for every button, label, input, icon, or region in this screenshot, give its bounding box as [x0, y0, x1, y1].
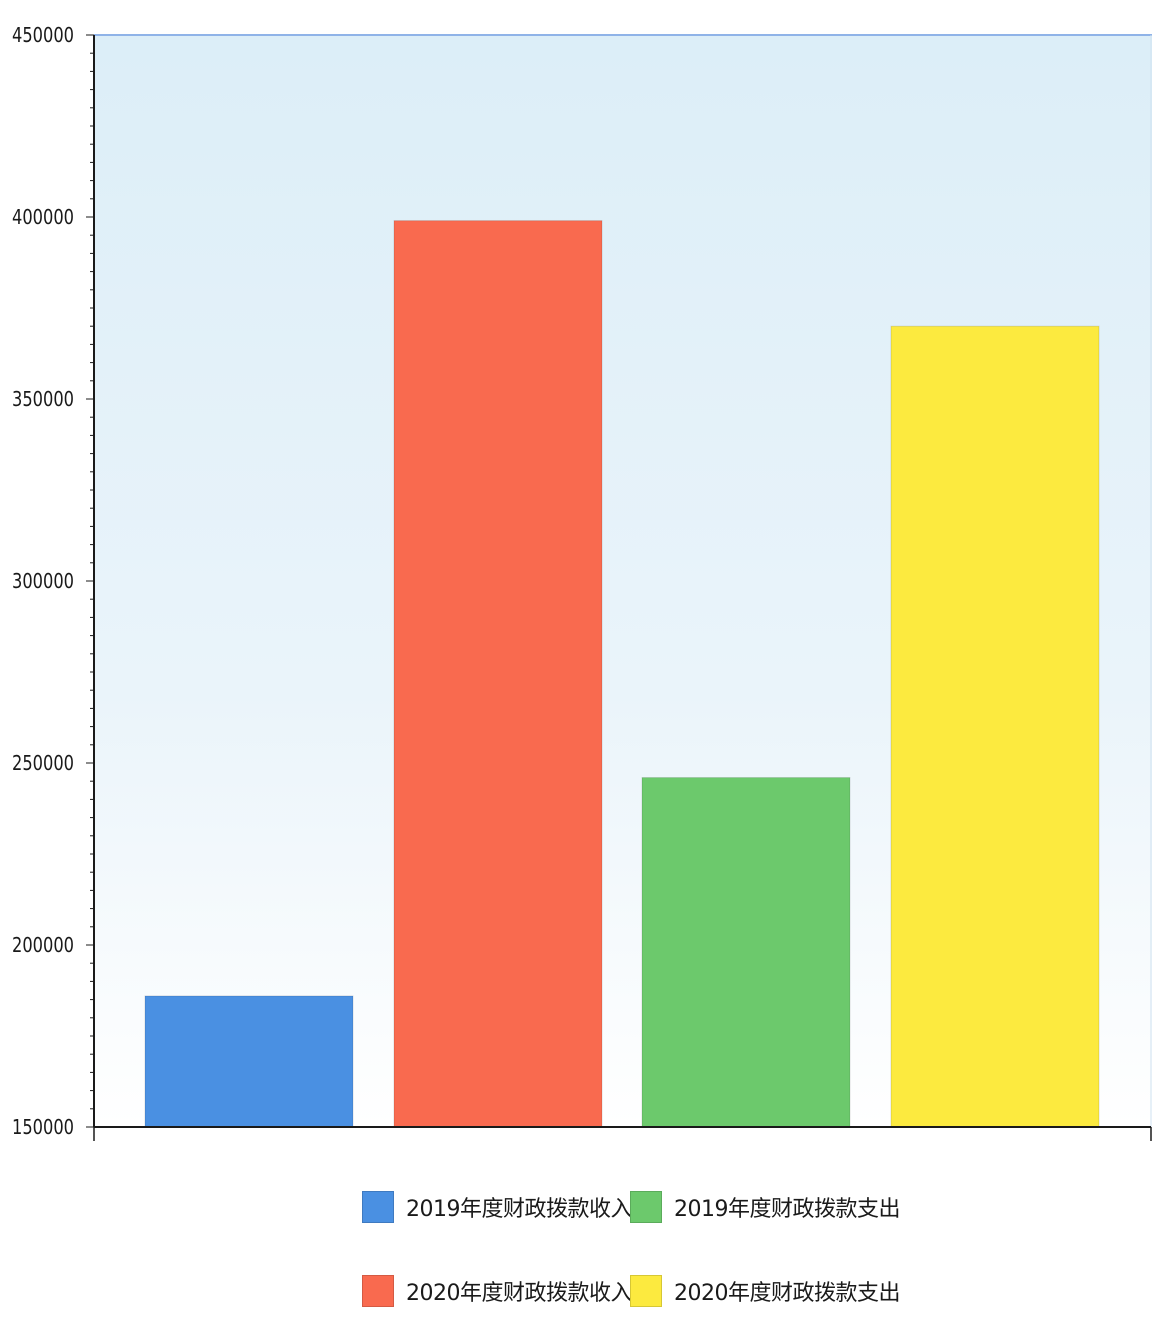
legend-item: 2019年度财政拨款收入 — [362, 1190, 633, 1224]
y-tick-label: 200000 — [12, 933, 74, 957]
y-tick-label: 400000 — [12, 205, 74, 229]
bar-1 — [144, 995, 354, 1128]
y-tick-label: 150000 — [12, 1115, 74, 1139]
x-axis — [93, 1126, 1152, 1141]
legend-item: 2020年度财政拨款收入 — [362, 1274, 633, 1308]
legend-item: 2019年度财政拨款支出 — [630, 1190, 901, 1224]
bar-3 — [641, 777, 851, 1128]
bar-4 — [890, 325, 1100, 1128]
y-tick-label: 250000 — [12, 751, 74, 775]
legend-item: 2020年度财政拨款支出 — [630, 1274, 901, 1308]
y-tick-label: 300000 — [12, 569, 74, 593]
bar-2 — [393, 220, 603, 1128]
y-tick-label: 450000 — [12, 23, 74, 47]
y-tick-label: 350000 — [12, 387, 74, 411]
legend-label: 2019年度财政拨款支出 — [674, 1197, 901, 1222]
legend-swatch — [362, 1191, 394, 1223]
bars-group — [144, 220, 1100, 1128]
legend-swatch — [630, 1191, 662, 1223]
legend-label: 2020年度财政拨款收入 — [406, 1281, 633, 1306]
legend-swatch — [362, 1275, 394, 1307]
legend: 2019年度财政拨款收入 2019年度财政拨款支出 2020年度财政拨款收入 2020… — [362, 1190, 922, 1308]
legend-swatch — [630, 1275, 662, 1307]
y-axis: 150000 200000 250000 300000 350000 400000 4500… — [12, 23, 95, 1139]
legend-label: 2020年度财政拨款支出 — [674, 1281, 901, 1306]
legend-label: 2019年度财政拨款收入 — [406, 1197, 633, 1222]
